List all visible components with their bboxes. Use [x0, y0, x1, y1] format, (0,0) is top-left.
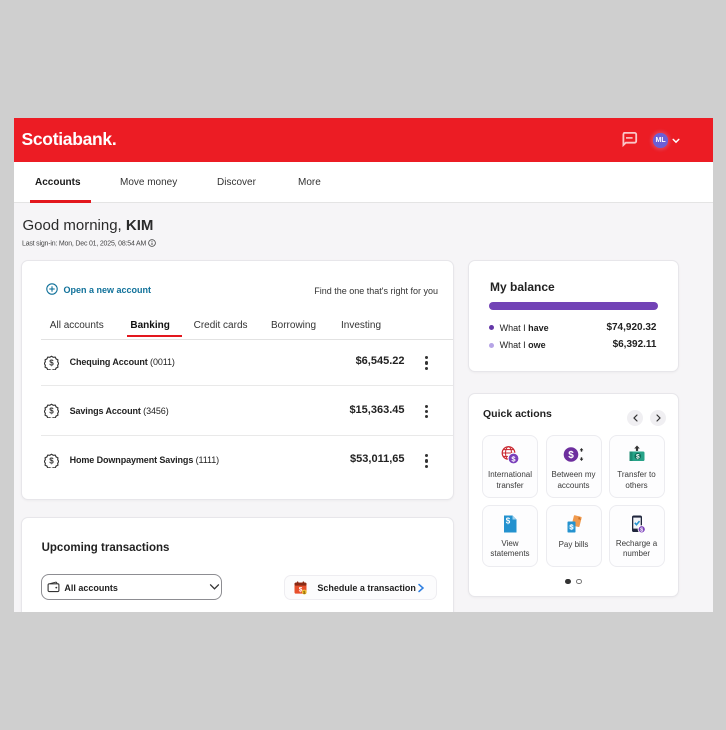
svg-text:$: $	[640, 527, 644, 533]
svg-text:$: $	[635, 454, 639, 461]
svg-text:$: $	[49, 456, 54, 465]
svg-text:$: $	[49, 406, 54, 415]
svg-text:$: $	[511, 454, 516, 463]
svg-text:$: $	[568, 450, 574, 461]
svg-text:$: $	[506, 516, 511, 525]
svg-text:$: $	[569, 524, 573, 531]
svg-text:$: $	[299, 587, 303, 594]
svg-text:$: $	[303, 590, 306, 595]
svg-text:$: $	[49, 358, 54, 367]
